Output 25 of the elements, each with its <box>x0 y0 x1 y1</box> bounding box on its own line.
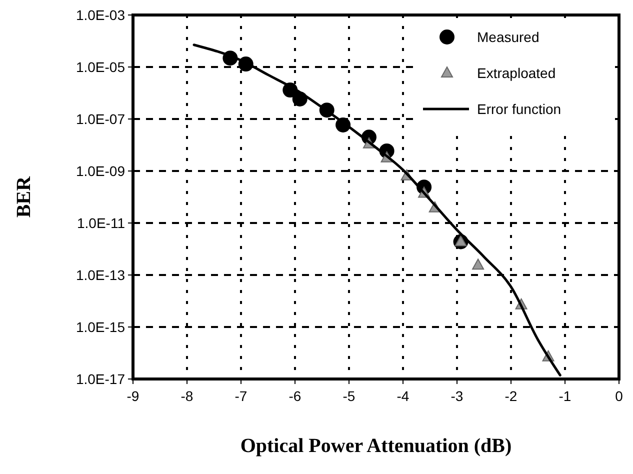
x-tick-label: -1 <box>558 388 572 404</box>
y-tick-label: 1.0E-07 <box>76 110 126 127</box>
x-tick-label: -7 <box>234 388 248 404</box>
x-tick-label: 0 <box>615 388 624 404</box>
x-tick-label: -2 <box>504 388 518 404</box>
x-tick-label: -8 <box>180 388 194 404</box>
y-tick-label: 1.0E-15 <box>76 318 126 335</box>
y-tick-label: 1.0E-03 <box>76 6 126 23</box>
y-tick-label: 1.0E-09 <box>76 162 126 179</box>
point <box>472 258 484 270</box>
y-tick-label: 1.0E-11 <box>77 214 126 231</box>
x-tick-label: -9 <box>126 388 140 404</box>
x-tick-label: -3 <box>450 388 464 404</box>
y-tick-label: 1.0E-05 <box>76 58 126 75</box>
point <box>454 235 467 246</box>
x-tick-label: -6 <box>288 388 302 404</box>
y-axis-title: BER <box>13 176 35 218</box>
legend-label: Measured <box>477 28 540 45</box>
x-tick-label: -5 <box>342 388 356 404</box>
legend-label: Extraploated <box>477 64 556 81</box>
legend-label: Error function <box>477 100 562 117</box>
x-axis-title: Optical Power Attenuation (dB) <box>240 435 512 457</box>
y-tick-label: 1.0E-17 <box>76 370 126 387</box>
y-tick-label: 1.0E-13 <box>76 266 126 283</box>
x-tick-label: -4 <box>396 388 410 404</box>
